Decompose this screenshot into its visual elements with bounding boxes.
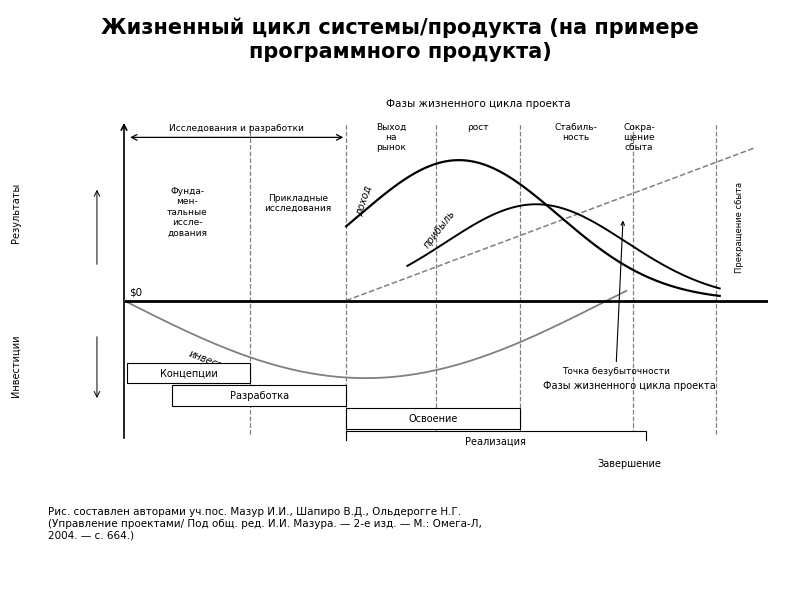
- Text: Фазы жизненного цикла проекта: Фазы жизненного цикла проекта: [542, 381, 715, 391]
- Text: Точка безубыточности: Точка безубыточности: [562, 221, 670, 376]
- Bar: [172, 385, 346, 406]
- Text: Инвестиции: Инвестиции: [11, 335, 21, 397]
- Bar: [523, 454, 736, 475]
- Text: Исследования и разработки: Исследования и разработки: [170, 124, 304, 133]
- Text: Фунда-
мен-
тальные
иссле-
дования: Фунда- мен- тальные иссле- дования: [166, 187, 207, 238]
- Text: Стабиль-
ность: Стабиль- ность: [554, 122, 598, 142]
- Text: $0: $0: [129, 288, 142, 298]
- Text: Завершение: Завершение: [598, 459, 662, 469]
- Text: Прикладные
исследования: Прикладные исследования: [264, 194, 331, 213]
- Text: Разработка: Разработка: [230, 391, 289, 401]
- Text: ρост: ρост: [467, 122, 489, 131]
- Text: Концепции: Концепции: [159, 368, 218, 378]
- Text: Рис. составлен авторами уч.пос. Мазур И.И., Шапиро В.Д., Ольдерогге Н.Г.
(Управл: Рис. составлен авторами уч.пос. Мазур И.…: [48, 507, 482, 540]
- Text: Результаты: Результаты: [11, 183, 21, 243]
- Text: инвестиции: инвестиции: [187, 349, 248, 381]
- Text: доход: доход: [354, 185, 373, 218]
- Text: Освоение: Освоение: [409, 413, 458, 424]
- Text: Прекращение сбыта: Прекращение сбыта: [734, 181, 743, 272]
- Text: прибыль: прибыль: [422, 208, 458, 250]
- Text: Сокра-
щение
сбыта: Сокра- щение сбыта: [623, 122, 655, 152]
- Bar: [346, 431, 646, 452]
- Bar: [127, 363, 250, 383]
- Text: Жизненный цикл системы/продукта (на примере
программного продукта): Жизненный цикл системы/продукта (на прим…: [101, 18, 699, 62]
- Bar: [346, 408, 520, 429]
- Text: Выход
на
рынок: Выход на рынок: [376, 122, 406, 152]
- Text: Реализация: Реализация: [466, 436, 526, 446]
- Text: Фазы жизненного цикла проекта: Фазы жизненного цикла проекта: [386, 99, 570, 109]
